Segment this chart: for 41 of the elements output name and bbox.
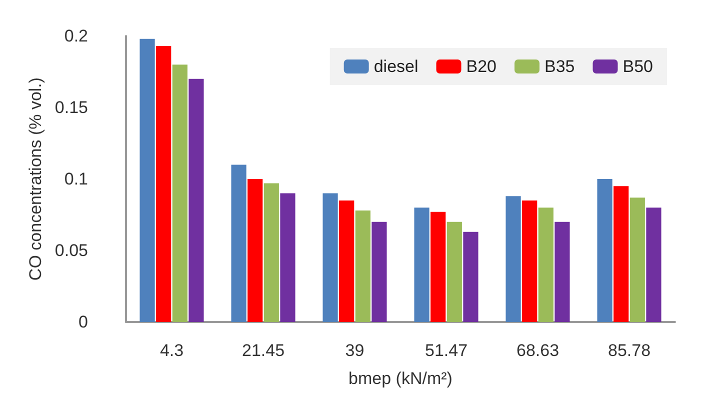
x-axis-title: bmep (kN/m²) <box>348 369 452 388</box>
x-tick-label: 85.78 <box>608 341 651 360</box>
bar <box>430 212 446 322</box>
legend-label: B20 <box>466 57 497 76</box>
x-tick-label: 21.45 <box>242 341 285 360</box>
bar <box>264 183 279 322</box>
bar <box>597 179 612 322</box>
x-tick-label: 51.47 <box>424 341 468 360</box>
y-tick-label: 0 <box>78 312 88 332</box>
bar <box>414 208 430 322</box>
legend-label: B35 <box>544 57 575 76</box>
legend-label: B50 <box>622 57 653 76</box>
bar <box>522 200 538 322</box>
bar <box>172 64 188 322</box>
bar <box>231 164 246 322</box>
y-tick-label: 0.15 <box>54 98 88 117</box>
legend-label: diesel <box>374 57 418 76</box>
bar <box>630 198 645 322</box>
x-tick-label: 39 <box>345 341 364 360</box>
bar <box>280 193 296 322</box>
bar <box>446 222 462 322</box>
bar <box>355 210 370 322</box>
bar <box>614 186 629 322</box>
bar <box>372 222 387 322</box>
bar <box>463 232 478 322</box>
y-tick-label: 0.2 <box>64 26 88 46</box>
bar <box>506 196 521 322</box>
bar <box>188 78 204 322</box>
x-tick-label: 68.63 <box>516 341 560 360</box>
bar <box>554 222 570 322</box>
x-tick-label: 4.3 <box>160 341 184 360</box>
y-axis-title: CO concentrations (% vol.) <box>26 77 46 281</box>
bar <box>140 38 155 322</box>
bar <box>538 208 554 322</box>
bar <box>248 179 263 322</box>
bar <box>646 208 662 322</box>
y-tick-label: 0.05 <box>54 241 88 260</box>
bar <box>156 46 172 322</box>
bar <box>339 200 354 322</box>
bar <box>322 193 338 322</box>
y-tick-label: 0.1 <box>64 170 88 188</box>
